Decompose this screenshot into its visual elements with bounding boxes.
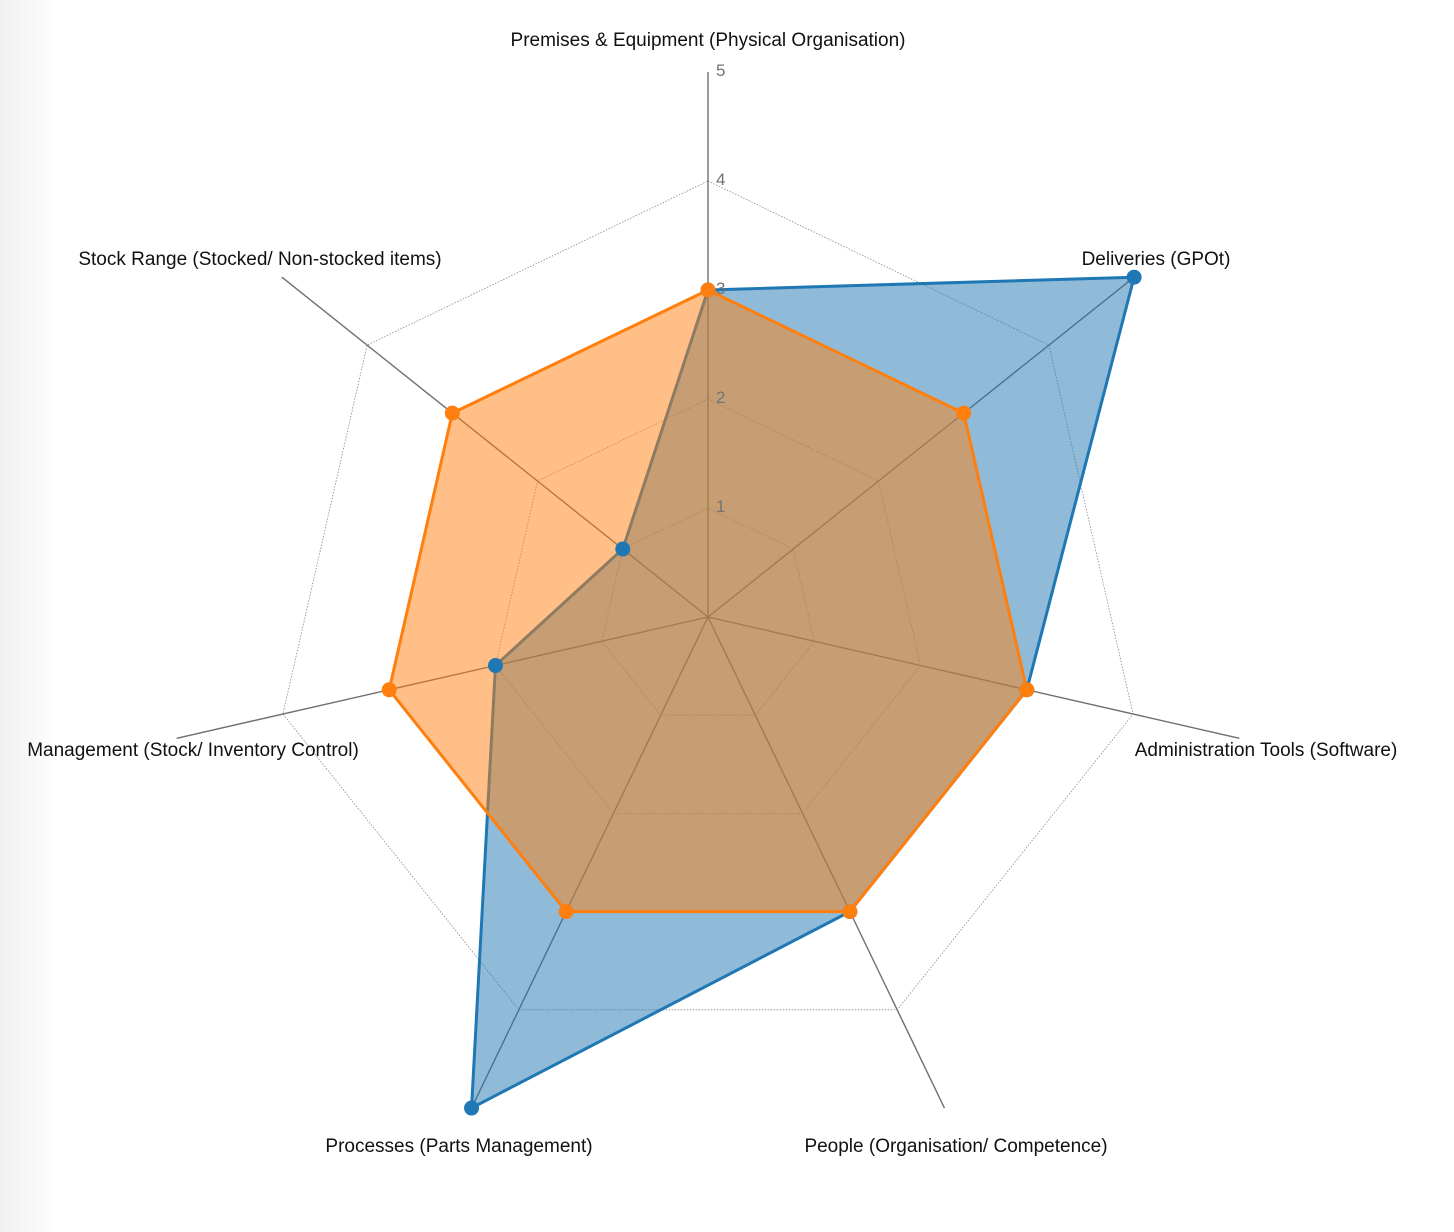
series-1-point-2[interactable]: [1126, 269, 1142, 285]
axis-label-administration-tools: Administration Tools (Software): [1135, 740, 1398, 761]
tick-label-5: 5: [716, 61, 725, 80]
axis-label-premises: Premises & Equipment (Physical Organisat…: [511, 30, 906, 51]
series-2-point-4[interactable]: [842, 904, 858, 920]
axis-label-deliveries: Deliveries (GPOt): [1082, 249, 1231, 270]
tick-label-4: 4: [716, 170, 725, 189]
axis-label-people: People (Organisation/ Competence): [804, 1136, 1107, 1157]
series-2-point-7[interactable]: [444, 405, 460, 421]
tick-label-3: 3: [716, 279, 725, 298]
radar-series: [381, 269, 1142, 1116]
axis-label-processes: Processes (Parts Management): [325, 1136, 592, 1157]
series-2-point-5[interactable]: [558, 904, 574, 920]
series-2-point-6[interactable]: [381, 682, 397, 698]
series-2-area: [387, 288, 1029, 914]
series-2-point-2[interactable]: [956, 405, 972, 421]
series-2-point-1[interactable]: [700, 282, 716, 298]
series-1-point-5[interactable]: [464, 1100, 480, 1116]
axis-label-stock-range: Stock Range (Stocked/ Non-stocked items): [78, 249, 441, 270]
series-1-point-6[interactable]: [487, 658, 503, 674]
left-edge-shadow: [0, 0, 60, 1232]
series-2-point-3[interactable]: [1019, 682, 1035, 698]
tick-label-1: 1: [716, 497, 725, 516]
radial-tick-labels: 1 2 3 4 5: [716, 61, 725, 516]
tick-label-2: 2: [716, 388, 725, 407]
series-1-point-7[interactable]: [615, 541, 631, 557]
axis-labels: Premises & Equipment (Physical Organisat…: [27, 30, 1397, 1157]
axis-label-management: Management (Stock/ Inventory Control): [27, 740, 359, 761]
